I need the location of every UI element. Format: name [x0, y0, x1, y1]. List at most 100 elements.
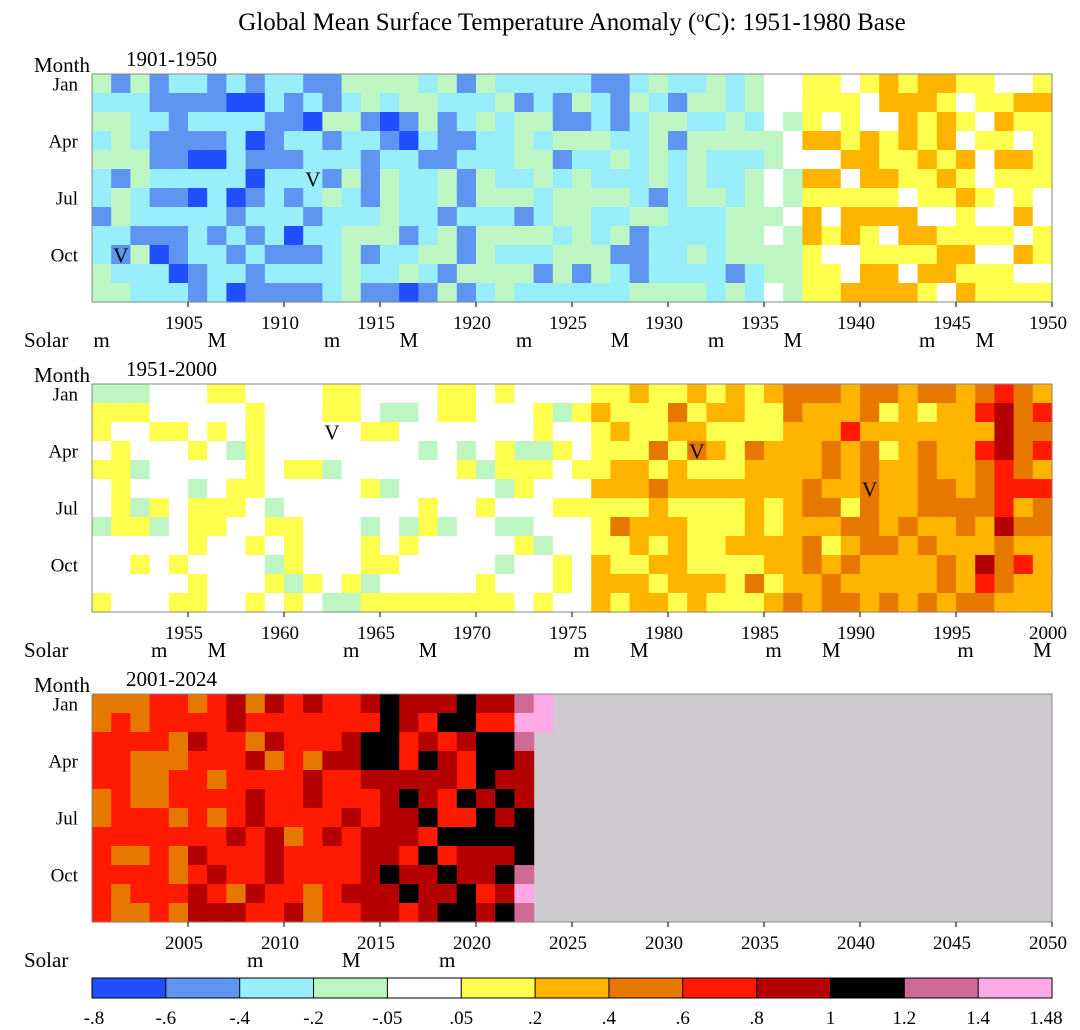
heatmap-cell [1013, 574, 1034, 594]
heatmap-cell [1013, 517, 1034, 537]
heatmap-cell [111, 245, 131, 265]
heatmap-cell [437, 131, 458, 151]
heatmap-cell [207, 245, 227, 265]
heatmap-cell [994, 384, 1015, 404]
heatmap-cell [226, 245, 247, 265]
heatmap-cell [341, 808, 362, 828]
heatmap-cell [591, 498, 611, 518]
heatmap-cell [552, 479, 573, 499]
heatmap-cell [168, 384, 189, 404]
heatmap-cell [399, 479, 419, 499]
heatmap-cell [399, 460, 419, 480]
heatmap-cell [399, 403, 419, 423]
heatmap-cell [572, 574, 592, 594]
heatmap-cell [476, 694, 496, 714]
heatmap-cell [610, 283, 631, 303]
heatmap-cell [860, 384, 880, 404]
heatmap-cell [1032, 150, 1053, 170]
heatmap-cell [92, 789, 112, 809]
heatmap-cell [1013, 188, 1034, 208]
heatmap-cell [303, 441, 323, 461]
heatmap-cell [975, 264, 995, 284]
heatmap-cell [149, 751, 170, 771]
heatmap-cell [802, 150, 823, 170]
heatmap-cell [668, 188, 688, 208]
heatmap-cell [533, 207, 554, 227]
heatmap-cell [168, 283, 189, 303]
heatmap-cell [744, 93, 765, 113]
heatmap-cell [668, 93, 688, 113]
heatmap-cell [284, 574, 304, 594]
heatmap-cell [245, 283, 266, 303]
heatmap-cell [418, 460, 439, 480]
heatmap-cell [476, 884, 496, 904]
heatmap-cell [936, 74, 957, 94]
heatmap-cell [341, 517, 362, 537]
heatmap-cell [744, 169, 765, 189]
heatmap-cell [706, 555, 727, 575]
heatmap-cell [629, 517, 650, 537]
heatmap-cell [418, 732, 439, 752]
heatmap-cell [207, 865, 227, 885]
heatmap-cell [92, 770, 112, 790]
heatmap-cell [476, 422, 496, 442]
heatmap-cell [437, 884, 458, 904]
heatmap-cell [802, 593, 823, 613]
heatmap-cell [744, 150, 765, 170]
heatmap-cell [168, 713, 189, 733]
heatmap-cell [725, 517, 746, 537]
heatmap-cell [821, 498, 842, 518]
heatmap-cell [572, 226, 592, 246]
heatmap-cell [668, 226, 688, 246]
heatmap-cell [360, 403, 381, 423]
heatmap-cell [322, 245, 343, 265]
heatmap-cell [495, 169, 515, 189]
heatmap-cell [514, 498, 535, 518]
month-tick-label: Jul [56, 499, 78, 520]
heatmap-cell [380, 441, 400, 461]
heatmap-cell [495, 884, 515, 904]
heatmap-cell [821, 517, 842, 537]
heatmap-cell [341, 245, 362, 265]
heatmap-cell [591, 150, 611, 170]
heatmap-cell [226, 517, 247, 537]
heatmap-cell [533, 245, 554, 265]
heatmap-cell [418, 207, 439, 227]
heatmap-cell [111, 441, 131, 461]
heatmap-cell [936, 150, 957, 170]
heatmap-cell [111, 865, 131, 885]
heatmap-cell [975, 479, 995, 499]
heatmap-cell [629, 574, 650, 594]
heatmap-cell [706, 264, 727, 284]
heatmap-cell [956, 555, 976, 575]
heatmap-cell [802, 536, 823, 556]
heatmap-cell [303, 112, 323, 132]
heatmap-cell [917, 460, 938, 480]
heatmap-cell [1013, 498, 1034, 518]
heatmap-cell [92, 808, 112, 828]
heatmap-cell [1032, 479, 1053, 499]
heatmap-cell [111, 422, 131, 442]
heatmap-cell [341, 770, 362, 790]
heatmap-cell [418, 74, 439, 94]
heatmap-cell [936, 112, 957, 132]
heatmap-cell [1032, 403, 1053, 423]
solar-min-marker: m [708, 328, 724, 352]
heatmap-cell [648, 93, 669, 113]
heatmap-cell [917, 403, 938, 423]
heatmap-cell [533, 536, 554, 556]
heatmap-cell [284, 713, 304, 733]
heatmap-cell [552, 403, 573, 423]
heatmap-cell [437, 593, 458, 613]
heatmap-cell [418, 903, 439, 923]
heatmap-cell [936, 264, 957, 284]
x-tick-label: 2000 [1029, 623, 1067, 644]
heatmap-cell [111, 789, 131, 809]
heatmap-cell [744, 555, 765, 575]
heatmap-cell [207, 574, 227, 594]
heatmap-cell [360, 169, 381, 189]
heatmap-cell [860, 74, 880, 94]
colorbar-tick-label: -.05 [372, 1008, 402, 1029]
heatmap-cell [917, 422, 938, 442]
heatmap-cell [725, 403, 746, 423]
